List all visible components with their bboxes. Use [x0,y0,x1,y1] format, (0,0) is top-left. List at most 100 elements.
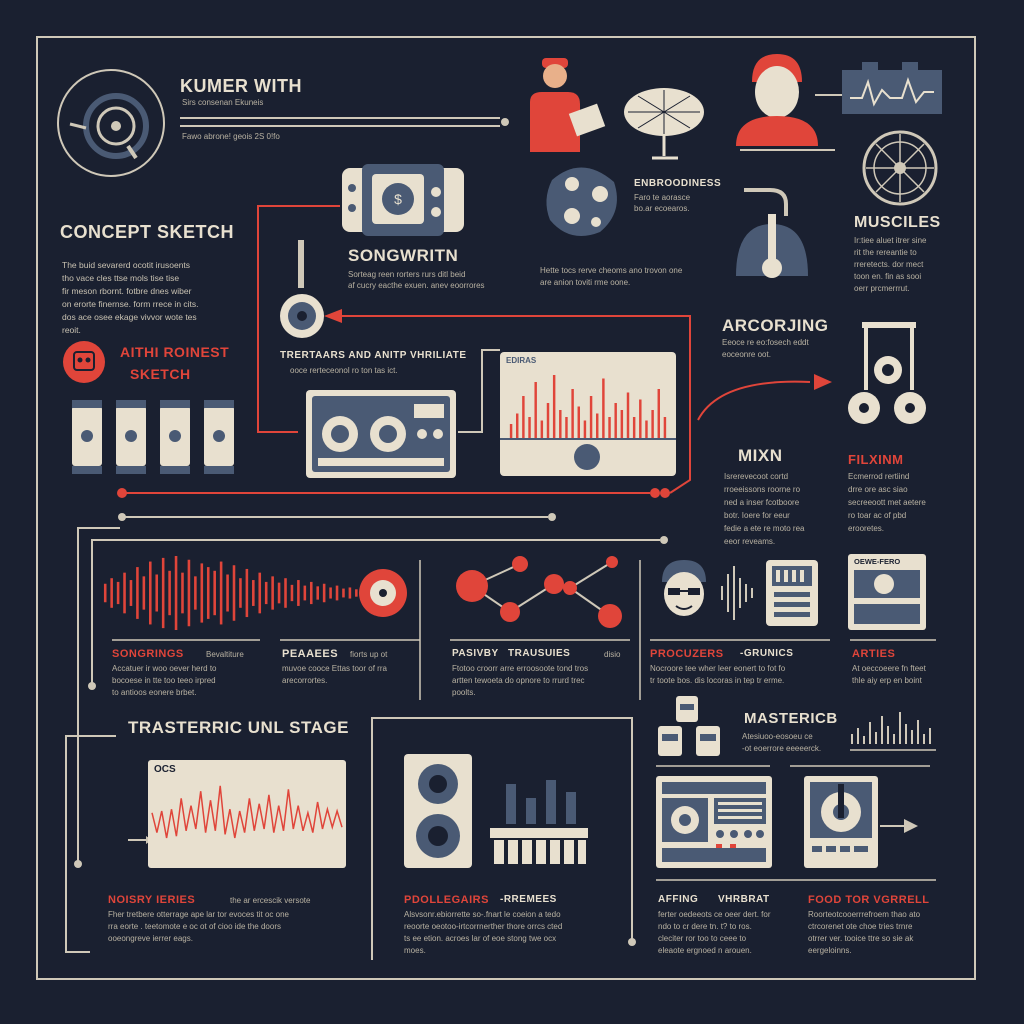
recording-text-2: eoceonre oot. [722,350,771,359]
mixing-title: MIXN [738,446,783,465]
mixing-text-4: botr. Ioere for eeur [724,511,790,520]
affing-text-3: cleciter ror too to ceee to [658,934,747,943]
phrases-text-2: arecorrortes. [282,676,328,685]
tape-deck-icon [306,390,456,478]
tertiaries-text: ooce rerteceonol ro ton tas ict. [290,366,398,375]
pastry-title: PASIVBY [452,648,499,659]
poolegaing-text-4: moes. [404,946,426,955]
muscles-title: MUSCILES [854,214,941,231]
songrings-text-2: bocoese in tte too teeo irpred [112,676,216,685]
mixing-console-icon [656,776,772,868]
pastry-text-2: artten tewoeta do opnore to rrurd trec [452,676,585,685]
speaker-grille-icon [862,130,938,206]
mid-caption-1: Hette tocs rerve cheoms ano trovon one [540,266,683,275]
songrings-subtitle: Bevaltiture [206,650,244,659]
songrings-text-3: to antioos eonere brbet. [112,688,197,697]
embroidery-title: ENBROODINESS [634,178,722,189]
songrings-text-1: Accatuer ir woo oever herd to [112,664,217,673]
equalizer-device-icon [766,560,818,626]
poolegaing-text-1: Alsvsonr.ebiorrette so-.fnart le coeion … [404,910,561,919]
poolegaing-text-2: reoorte oeotoo-irtcorrnerther thore orrc… [404,922,563,931]
spectrum-chart [509,375,667,438]
mixing-text-1: Isrerevecoot cortd [724,472,789,481]
food-text-4: eergeloinns. [808,946,852,955]
robot-badge-icon [63,341,105,383]
noisy-text-2: rra eorte . teetomote e oc ot of cioo id… [108,922,281,931]
mixing-text-6: eeor reveams. [724,537,776,546]
concept-text-2: tho vace cles ttse mols tise tise [62,273,180,283]
concept-title: CONCEPT SKETCH [60,222,235,242]
poolegaing-text-3: ts ee etion. acroes lar of eoe stong twe… [404,934,557,943]
phrases-title: PEAAEES [282,648,339,660]
affing-text-1: ferter oedeeots ce oeer dert. for [658,910,771,919]
concept-text-1: The buid sevarerd ocotit irusoents [62,260,191,270]
producers-subtitle: -GRUNICS [740,648,794,659]
mixer-keyboard-icon [490,780,588,864]
food-text-3: otrrer ver. tooice ttre so sie ak [808,934,914,943]
finishing-text-4: ro toar ac of pbd [848,511,907,520]
equipment-rack-icon [842,62,942,114]
control-panel: OEWE-FERO [848,554,926,630]
artists-title: ARTIES [852,648,896,660]
meter-strip-icons [72,400,234,474]
waveform-chart [103,556,365,630]
noisy-text-3: ooeongreve ierrer eags. [108,934,193,943]
person-clipboard-icon [530,58,606,152]
songwriting-title: SONGWRITN [348,246,459,265]
transfer-waveform-chart [151,785,343,839]
noisy-subtitle: the ar ercescik versote [230,896,311,905]
producers-text-1: Nocroore tee wher leer eonert to fot fo [650,664,786,673]
affing-text-2: ndo to cr dere tn. t? to ros. [658,922,752,931]
recording-text-1: Eeoce re eo:fosech eddt [722,338,809,347]
screen-label: EDIRAS [506,356,537,365]
mid-caption-2: are anion toviti rme oone. [540,278,631,287]
concept-text-6: reoit. [62,325,81,335]
finishing-text-5: erooretes. [848,524,885,533]
pastry-text-1: Ftotoo croorr arre erroosoote tond tros [452,664,589,673]
reel-machine-icon [848,322,926,424]
mixing-text-5: fedie a ete re moto rea [724,524,805,533]
infographic-frame [36,36,976,980]
small-waveform-icon [721,566,753,620]
level-bars-icon [851,712,931,744]
speaker-icon [404,754,472,868]
control-panel-label: OEWE-FERO [854,557,901,566]
poolegaing-subtitle: -RREMEES [500,894,557,905]
producer-face-icon [662,560,706,616]
mastering-text-1: Atesiuoo-eosoeu ce [742,732,813,741]
mixing-text-2: rroeeissons roorne ro [724,485,801,494]
recording-title: ARCORJING [722,316,829,335]
songrings-title: SONGRINGS [112,648,184,660]
phrases-subtitle: fiorts up ot [350,650,388,659]
producer-avatar-icon [736,54,818,146]
producers-text-2: tr toote bos. dis locoras in tep tr erme… [650,676,785,685]
microphone-icon [280,240,324,338]
play-knob[interactable] [574,444,600,470]
embroidery-text-2: bo.ar ecoearos. [634,204,690,213]
embroidery-text-1: Faro te aorasce [634,193,691,202]
record-button-icon[interactable] [358,568,408,618]
concept-text-3: fir meson rbornt. fotbre dnes wiber [62,286,192,296]
satellite-dish-icon [624,88,704,160]
dotted-disc-icon [546,167,617,236]
badge-title-2: SKETCH [130,366,191,382]
food-text-1: Roorteotcooerrrefroem thao ato [808,910,921,919]
artists-text-1: At oeccoeere fn fteet [852,664,926,673]
header-title: KUMER WITH [180,76,302,96]
phrases-text-1: muvoe cooce Ettas toor of rra [282,664,387,673]
pastry-text-3: poolts. [452,688,476,697]
spectrum-screen: EDIRAS [500,352,676,476]
concept-text-4: on erorte finernse. form rrece in cits. [62,299,199,309]
svg-text:$: $ [394,191,402,207]
artists-text-2: thle aiy erp en boint [852,676,922,685]
badge-title-1: AITHI ROINEST [120,344,230,360]
muscles-text-5: oerr prcmerrrut. [854,284,910,293]
finishing-text-3: secreeoott met aetere [848,498,926,507]
transfer-waveform-line [151,785,343,839]
pastry-tag: disio [604,650,621,659]
songwriting-text-1: Sorteag reen rorters rurs ditl beid [348,270,466,279]
muscles-text-2: rit the rereantie to [854,248,917,257]
producers-title: PROCUZERS [650,648,724,660]
tertiaries-title: TRERTAARS AND ANITP VHRILIATE [280,350,467,361]
